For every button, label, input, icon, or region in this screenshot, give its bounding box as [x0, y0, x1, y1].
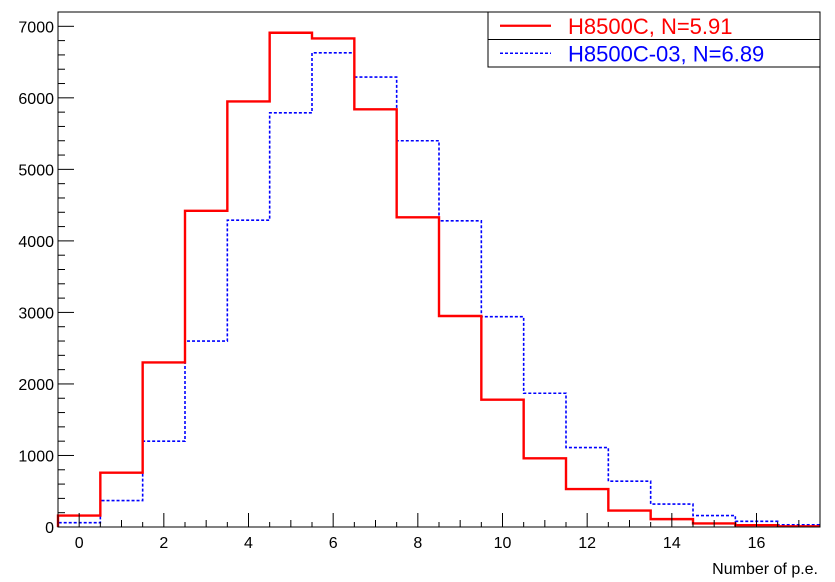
legend-entry: H8500C, N=5.91	[500, 14, 733, 39]
y-tick-label: 3000	[18, 305, 54, 322]
x-tick-label: 14	[663, 535, 681, 552]
y-tick-label: 6000	[18, 91, 54, 108]
legend-label: H8500C-03, N=6.89	[568, 41, 764, 66]
legend-label: H8500C, N=5.91	[568, 14, 733, 39]
x-tick-label: 10	[494, 535, 512, 552]
x-tick-label: 8	[413, 535, 422, 552]
y-tick-label: 4000	[18, 234, 54, 251]
y-tick-label: 1000	[18, 448, 54, 465]
x-tick-label: 6	[329, 535, 338, 552]
x-tick-label: 0	[75, 535, 84, 552]
series-1	[56, 31, 820, 528]
y-axis: 0 1000 2000 3000 4000 5000 6000 7000	[18, 19, 74, 537]
x-tick-label: 2	[159, 535, 168, 552]
x-tick-label: 12	[578, 535, 596, 552]
legend-entry: H8500C-03, N=6.89	[500, 41, 764, 66]
x-axis-title: Number of p.e.	[712, 561, 818, 578]
y-tick-label: 2000	[18, 377, 54, 394]
y-tick-label: 7000	[18, 19, 54, 36]
x-tick-label: 16	[748, 535, 766, 552]
series-layer	[56, 31, 820, 528]
series-2	[57, 51, 820, 527]
x-tick-label: 4	[244, 535, 253, 552]
y-tick-label: 0	[45, 520, 54, 537]
series-line	[56, 31, 820, 528]
x-axis: 0 2 4 6 8 10 12 14 16	[57, 513, 821, 552]
y-tick-label: 5000	[18, 162, 54, 179]
series-line	[57, 51, 820, 527]
